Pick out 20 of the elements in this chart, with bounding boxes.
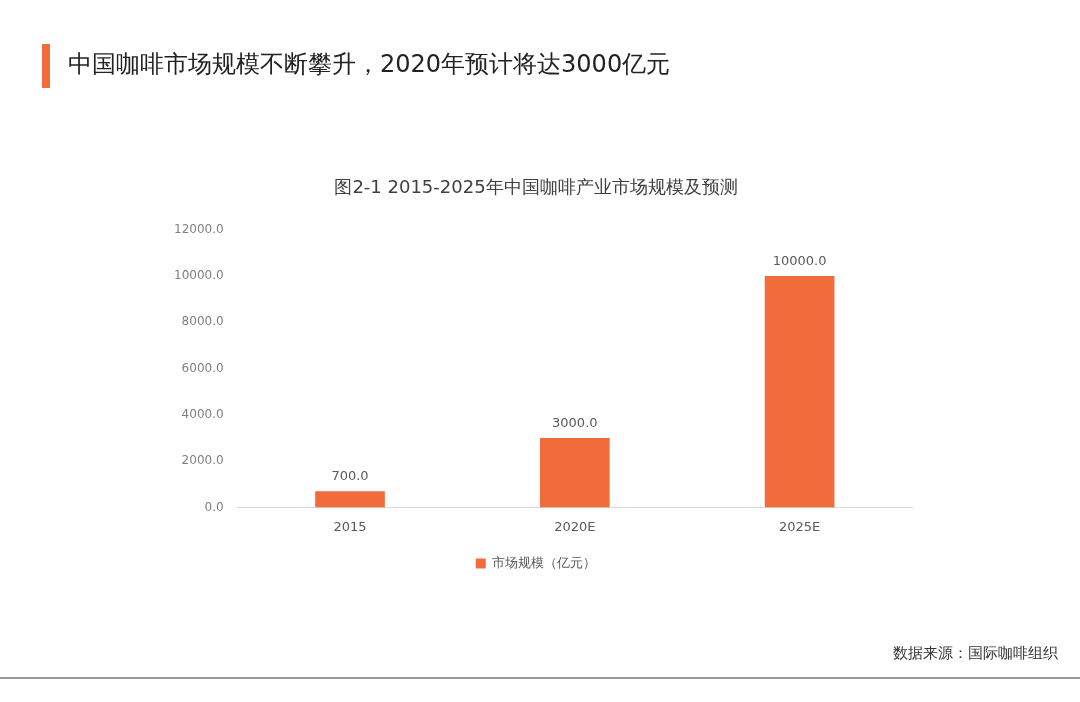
- y-tick-label: 0.0: [204, 499, 224, 514]
- x-tick-label: 2015: [333, 518, 367, 534]
- y-tick-label: 12000.0: [174, 221, 224, 236]
- data-label: 700.0: [331, 468, 369, 484]
- data-label: 3000.0: [552, 414, 598, 430]
- x-tick-label: 2020E: [554, 518, 596, 534]
- y-tick-label: 8000.0: [181, 314, 224, 329]
- data-label: 10000.0: [772, 252, 827, 268]
- bar: [315, 491, 385, 508]
- bar: [539, 437, 610, 508]
- x-tick-label: 2025E: [778, 518, 821, 534]
- y-tick-label: 6000.0: [181, 360, 224, 375]
- y-tick-label: 10000.0: [174, 268, 224, 283]
- source-note: 数据来源：国际咖啡组织: [893, 644, 1058, 663]
- chart-subtitle: 图2-1 2015-2025年中国咖啡产业市场规模及预测: [334, 176, 738, 198]
- bar: [764, 275, 835, 508]
- legend-label: 市场规模（亿元）: [492, 554, 597, 570]
- y-tick-label: 2000.0: [181, 453, 224, 468]
- y-tick-label: 4000.0: [181, 406, 224, 421]
- chart-title: 中国咖啡市场规模不断攀升，2020年预计将达3000亿元: [68, 49, 671, 80]
